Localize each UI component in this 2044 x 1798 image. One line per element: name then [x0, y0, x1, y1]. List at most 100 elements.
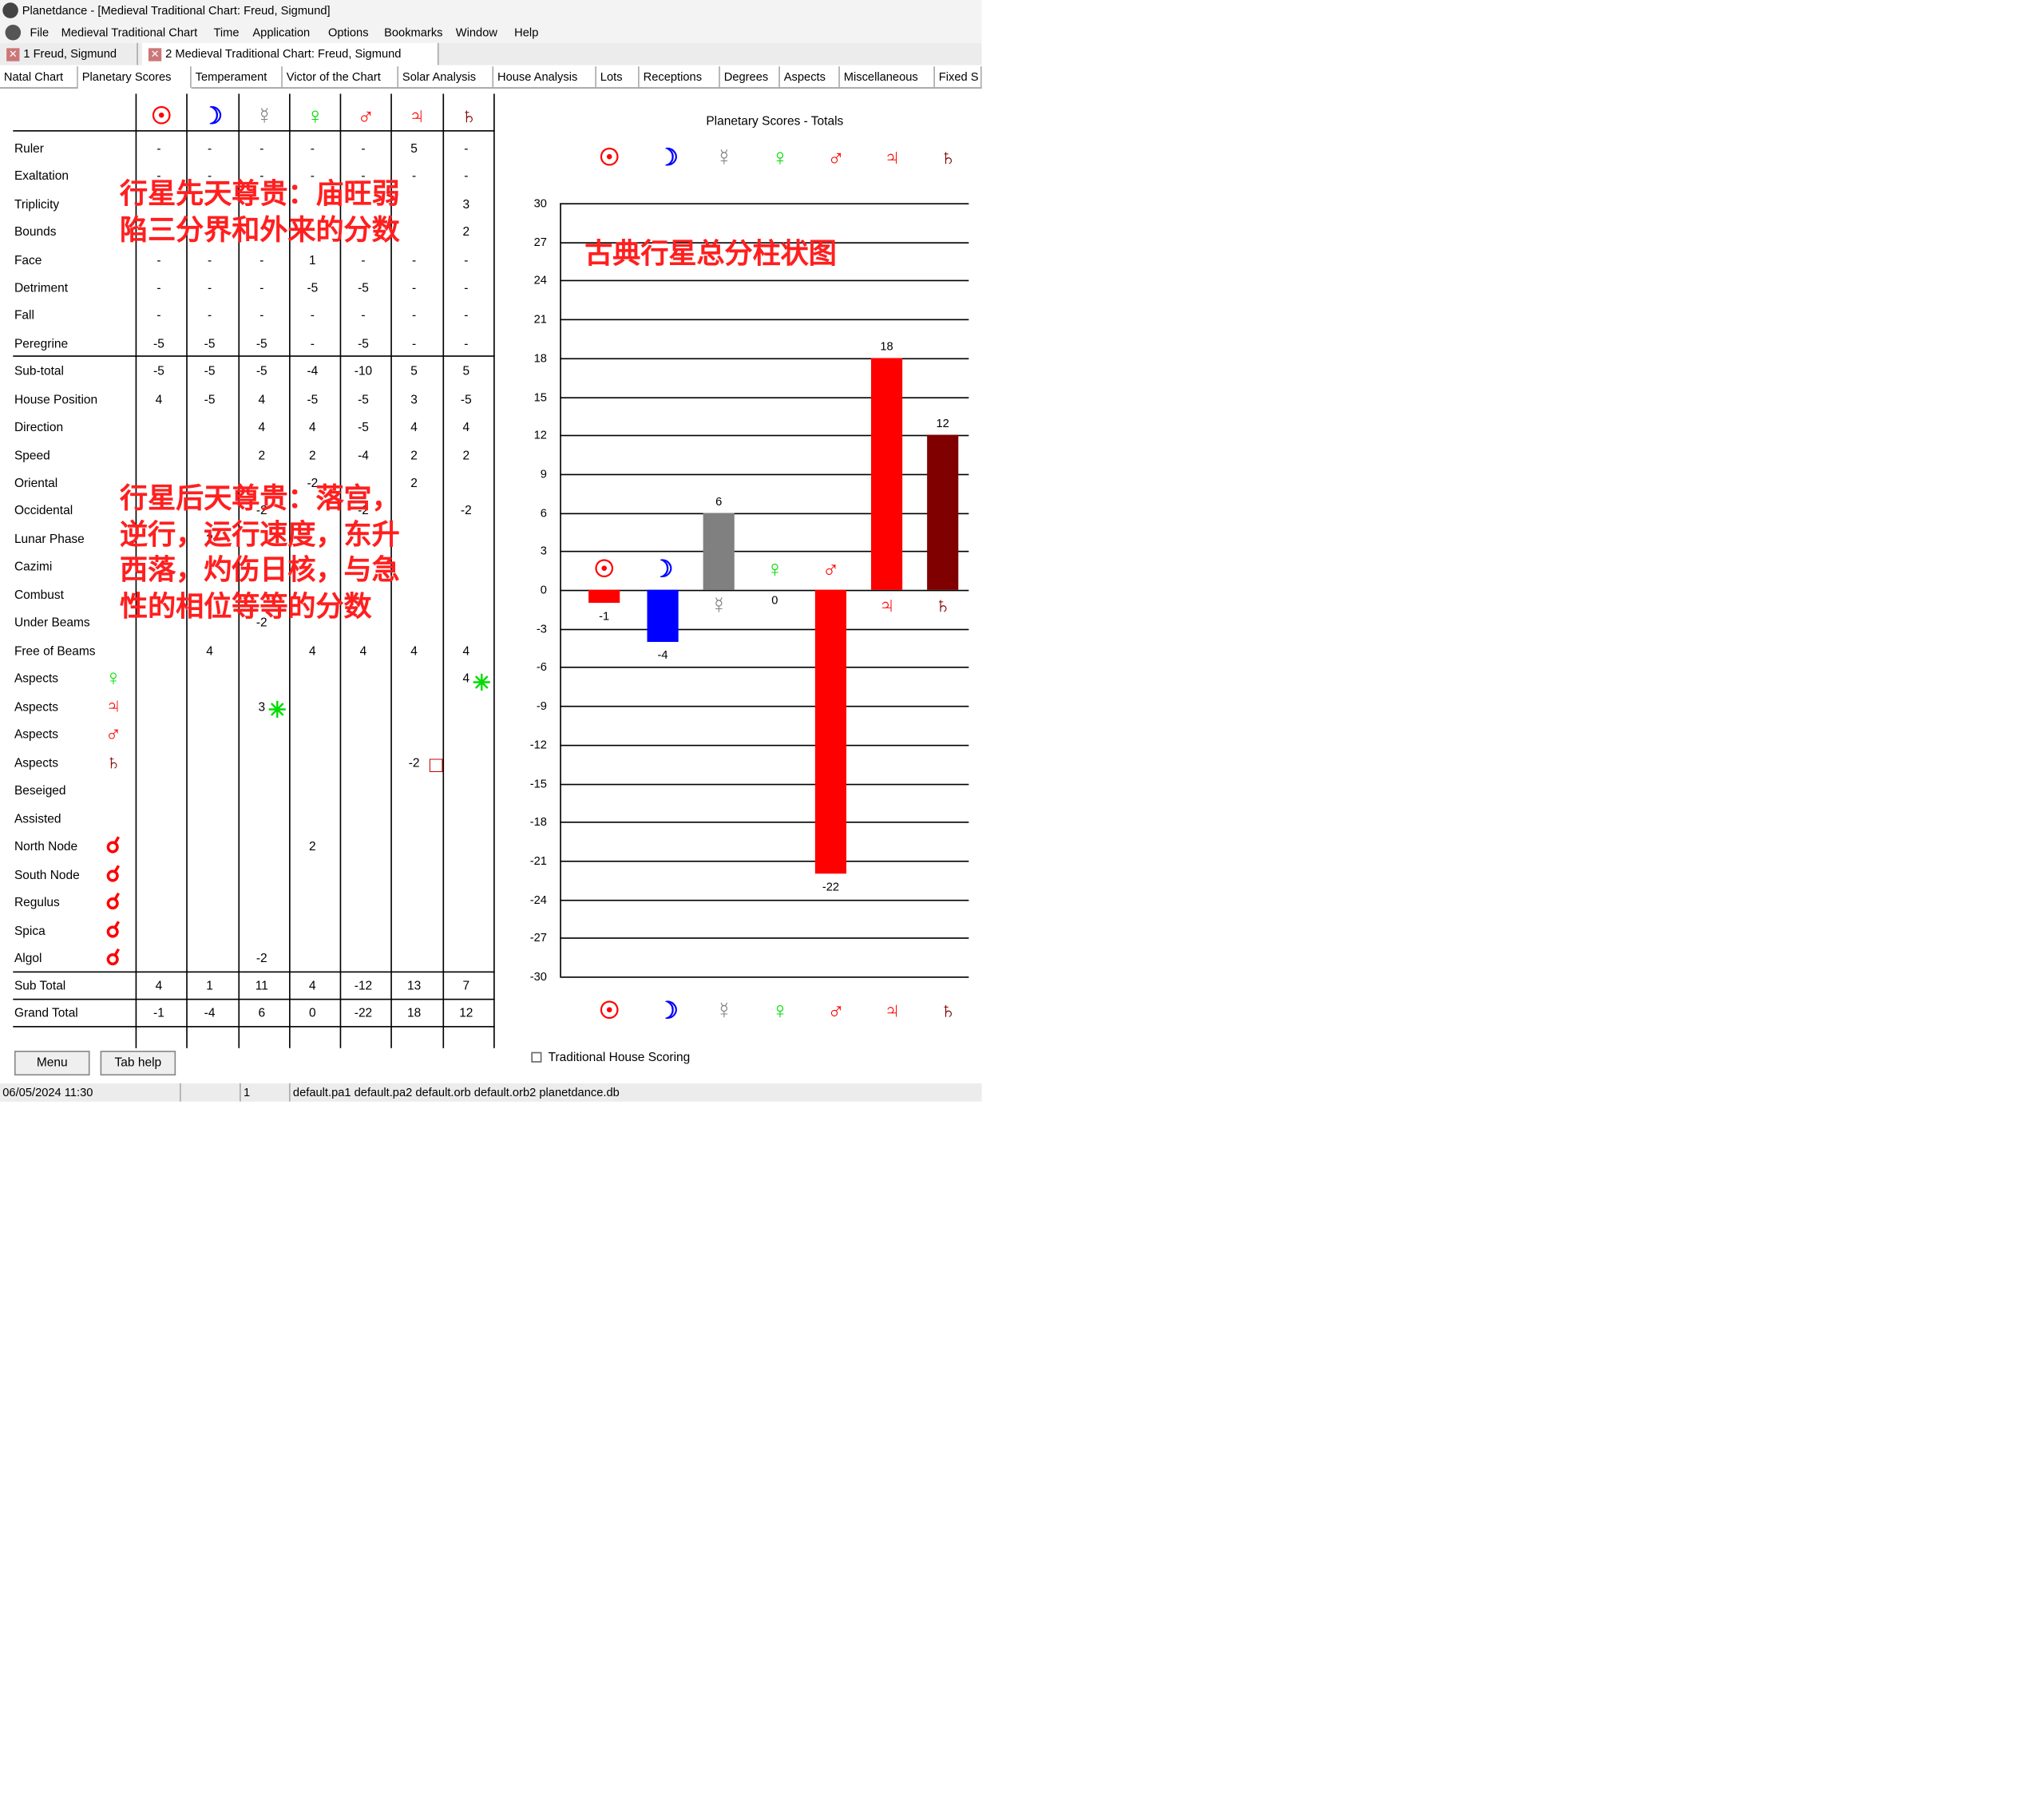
mercury-icon: ☿	[710, 592, 728, 619]
bar	[814, 589, 847, 873]
table-cell: -5	[358, 393, 369, 408]
table-cell: -22	[354, 1006, 373, 1021]
table-column-divider	[186, 93, 188, 1048]
row-label: North Node	[14, 839, 78, 854]
tab-planetary-scores[interactable]: Planetary Scores	[77, 66, 192, 89]
table-cell: -	[464, 308, 469, 323]
table-cell: 6	[258, 1006, 266, 1021]
tab-aspects[interactable]: Aspects	[780, 66, 840, 89]
table-cell: 1	[309, 254, 316, 268]
square-icon: □	[429, 752, 443, 778]
planet-glyph-icon: ♂	[105, 721, 122, 747]
table-bottom-divider	[13, 1026, 495, 1028]
venus-icon: ♀	[770, 145, 789, 171]
planet-glyph-icon: ♄	[105, 750, 122, 775]
gridline	[560, 589, 969, 592]
tab-victor-of-the-chart[interactable]: Victor of the Chart	[283, 66, 399, 89]
y-tick-label: -3	[536, 622, 547, 636]
data-label: 6	[715, 494, 723, 508]
menu-application[interactable]: Application	[252, 26, 311, 39]
gridline	[560, 782, 969, 785]
table-cell: 11	[255, 979, 268, 994]
planet-glyph-icon: ☌	[105, 889, 121, 914]
tab-receptions[interactable]: Receptions	[640, 66, 720, 89]
y-tick-label: 30	[533, 196, 547, 210]
table-cell: -5	[460, 393, 472, 408]
row-label: House Position	[14, 393, 98, 408]
traditional-house-scoring-checkbox[interactable]	[531, 1051, 542, 1063]
menu-bookmarks[interactable]: Bookmarks	[384, 26, 443, 39]
table-cell: 3	[258, 700, 266, 715]
table-column-divider	[442, 93, 445, 1048]
table-subtotal2-divider	[13, 971, 495, 973]
table-cell: 2	[309, 449, 316, 464]
sun-icon: ☉	[151, 102, 172, 129]
table-cell: -	[259, 308, 264, 323]
table-cell: -	[361, 169, 366, 184]
table-cell: 3	[410, 393, 418, 408]
menu-button[interactable]: Menu	[14, 1051, 90, 1076]
table-cell: -	[464, 281, 469, 296]
table-cell: 4	[359, 644, 367, 659]
data-label: 18	[880, 339, 893, 353]
table-cell: -5	[153, 337, 164, 352]
mars-icon: ♂	[357, 102, 375, 129]
gridline	[560, 280, 969, 282]
row-label: Beseiged	[14, 783, 66, 798]
tab-natal-chart[interactable]: Natal Chart	[0, 66, 78, 89]
table-cell: -12	[354, 979, 373, 994]
doc-tab-freud[interactable]: ✕ 1 Freud, Sigmund	[0, 42, 138, 65]
table-cell: 12	[459, 1006, 473, 1021]
menu-time[interactable]: Time	[213, 26, 240, 39]
mercury-icon: ☿	[715, 145, 733, 171]
row-label: Fall	[14, 308, 34, 323]
menu-window[interactable]: Window	[455, 26, 497, 39]
tab-degrees[interactable]: Degrees	[720, 66, 780, 89]
table-cell: -	[411, 308, 417, 323]
table-cell: -	[259, 281, 264, 296]
row-label: Speed	[14, 449, 50, 464]
row-label: Lunar Phase	[14, 532, 85, 547]
table-cell: -2	[256, 952, 267, 967]
row-label: Ruler	[14, 141, 44, 156]
table-grandtotal-divider	[13, 998, 495, 1000]
table-cell: 5	[462, 364, 470, 379]
gridline	[560, 434, 969, 437]
tab-temperament[interactable]: Temperament	[192, 66, 283, 89]
y-tick-label: 15	[533, 390, 547, 403]
tab-solar-analysis[interactable]: Solar Analysis	[398, 66, 494, 89]
table-cell: 13	[406, 979, 422, 994]
gridline	[560, 667, 969, 669]
menu-bar: File Medieval Traditional Chart Time App…	[0, 22, 982, 43]
table-cell: -	[464, 169, 469, 184]
totals-bar-chart: Planetary Scores - Totals 30 27 24 21 18 15 12…	[0, 0, 982, 1055]
tab-help-button[interactable]: Tab help	[100, 1051, 176, 1076]
table-column-divider	[289, 93, 291, 1048]
table-cell: 4	[258, 393, 266, 408]
menu-options[interactable]: Options	[327, 26, 369, 39]
table-cell: 4	[462, 644, 470, 659]
table-cell: 4	[258, 420, 266, 435]
row-label: Direction	[14, 420, 64, 435]
menu-file[interactable]: File	[30, 26, 50, 39]
tab-fixed-stars[interactable]: Fixed S	[935, 66, 982, 89]
tab-house-analysis[interactable]: House Analysis	[493, 66, 596, 89]
table-cell: 2	[258, 449, 266, 464]
row-label: Aspects	[14, 671, 59, 687]
saturn-icon: ♄	[460, 102, 478, 129]
table-column-divider	[238, 93, 240, 1048]
close-icon[interactable]: ✕	[6, 47, 20, 61]
tab-miscellaneous[interactable]: Miscellaneous	[840, 66, 935, 89]
table-cell: -4	[204, 1006, 216, 1021]
table-cell: -	[361, 254, 366, 268]
row-label: Occidental	[14, 504, 73, 519]
document-icon[interactable]	[5, 24, 22, 41]
menu-help[interactable]: Help	[514, 26, 539, 39]
table-cell: -	[259, 141, 264, 156]
doc-tab-medieval-chart[interactable]: ✕ 2 Medieval Traditional Chart: Freud, Si…	[141, 42, 439, 65]
menu-medieval-traditional-chart[interactable]: Medieval Traditional Chart	[61, 26, 198, 39]
close-icon[interactable]: ✕	[148, 47, 162, 61]
y-tick-label: 3	[540, 545, 547, 558]
table-cell: -5	[256, 364, 267, 379]
tab-lots[interactable]: Lots	[596, 66, 640, 89]
